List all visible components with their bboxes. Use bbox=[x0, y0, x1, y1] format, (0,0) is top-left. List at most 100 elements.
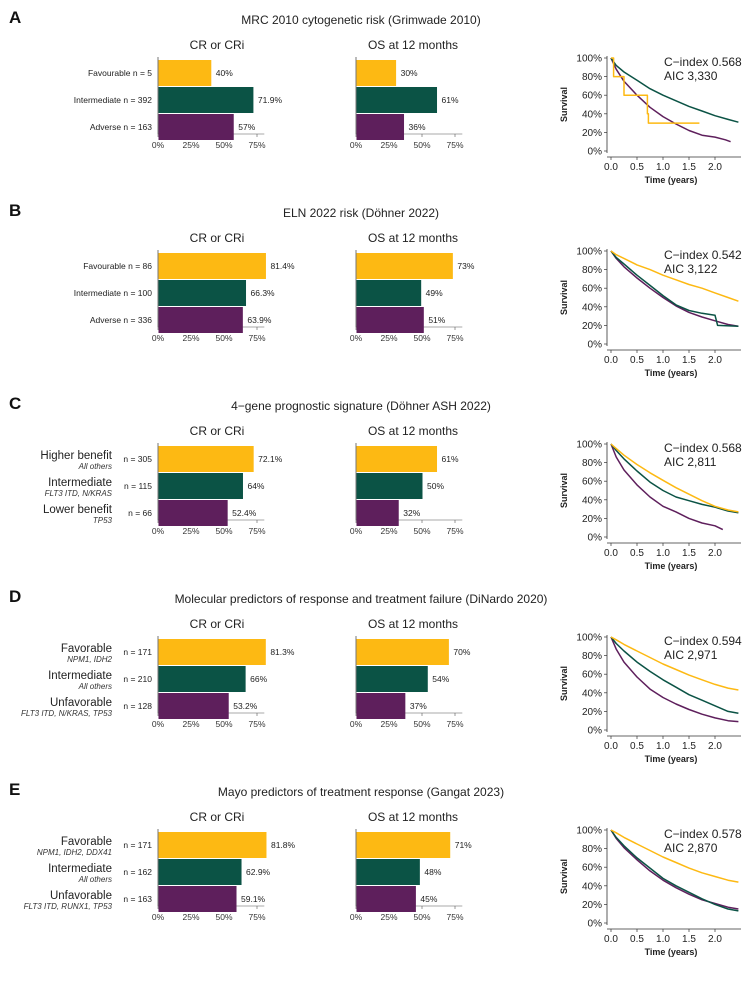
os-bar bbox=[356, 473, 423, 499]
os-x-tick-label: 75% bbox=[446, 140, 463, 150]
group-name: Unfavorable bbox=[50, 697, 112, 709]
km-y-label: Survival bbox=[559, 859, 569, 894]
km-y-tick-label: 40% bbox=[582, 109, 602, 120]
group-genes: All others bbox=[78, 682, 112, 691]
os-x-tick-label: 75% bbox=[446, 912, 463, 922]
cr-bar-value: 64% bbox=[247, 481, 264, 491]
km-y-tick-label: 0% bbox=[588, 340, 603, 351]
cr-bar-value: 81.8% bbox=[271, 840, 296, 850]
cr-bar bbox=[158, 832, 267, 858]
os-x-tick-label: 25% bbox=[380, 140, 397, 150]
cr-x-tick-label: 0% bbox=[152, 333, 165, 343]
group-label: Favourable n = 86 bbox=[83, 261, 152, 271]
group-label: Intermediate n = 392 bbox=[74, 95, 152, 105]
km-y-tick-label: 40% bbox=[582, 495, 602, 506]
km-aic: AIC 2,811 bbox=[664, 455, 717, 469]
group-n: n = 115 bbox=[124, 481, 152, 491]
os-x-tick-label: 25% bbox=[380, 719, 397, 729]
cr-x-tick-label: 25% bbox=[182, 912, 199, 922]
os-bar bbox=[356, 280, 422, 306]
panel-letter: B bbox=[9, 201, 21, 220]
cr-bar bbox=[158, 87, 254, 113]
cr-bar-value: 81.3% bbox=[270, 647, 295, 657]
km-curve-intermediate bbox=[610, 829, 739, 912]
km-curve-favourable bbox=[610, 829, 739, 883]
km-x-tick-label: 1.5 bbox=[682, 934, 696, 945]
cr-bar bbox=[158, 693, 229, 719]
km-x-label: Time (years) bbox=[645, 175, 698, 185]
cr-bar-value: 66% bbox=[250, 674, 267, 684]
os-bar-value: 73% bbox=[457, 261, 474, 271]
os-bar bbox=[356, 307, 424, 333]
panel-title: Molecular predictors of response and tre… bbox=[175, 592, 548, 606]
os-x-tick-label: 50% bbox=[413, 140, 430, 150]
km-aic: AIC 3,122 bbox=[664, 262, 718, 276]
cr-bar bbox=[158, 500, 228, 526]
km-x-tick-label: 0.0 bbox=[604, 548, 618, 559]
group-name: Unfavorable bbox=[50, 890, 112, 902]
group-n: n = 163 bbox=[123, 894, 152, 904]
cr-bar bbox=[158, 473, 243, 499]
km-y-tick-label: 0% bbox=[588, 147, 603, 158]
os-bar bbox=[356, 639, 449, 665]
group-name: Lower benefit bbox=[43, 504, 113, 516]
km-x-tick-label: 1.0 bbox=[656, 355, 670, 366]
km-y-tick-label: 100% bbox=[576, 633, 602, 644]
cr-title: CR or CRi bbox=[190, 810, 245, 824]
group-genes: TP53 bbox=[93, 516, 113, 525]
km-x-tick-label: 1.0 bbox=[656, 934, 670, 945]
km-curve-favourable bbox=[610, 250, 739, 302]
km-cindex: C−index 0.542 bbox=[664, 248, 742, 262]
km-curve-adverse bbox=[610, 829, 739, 910]
km-y-tick-label: 40% bbox=[582, 881, 602, 892]
cr-x-tick-label: 75% bbox=[248, 140, 265, 150]
km-x-tick-label: 0.5 bbox=[630, 162, 644, 173]
cr-title: CR or CRi bbox=[190, 617, 245, 631]
cr-bar-value: 66.3% bbox=[251, 288, 276, 298]
km-x-tick-label: 1.0 bbox=[656, 741, 670, 752]
km-curve-intermediate bbox=[610, 57, 739, 123]
group-name: Intermediate bbox=[48, 863, 112, 875]
group-name: Higher benefit bbox=[40, 450, 112, 462]
os-title: OS at 12 months bbox=[368, 424, 458, 438]
group-n: n = 162 bbox=[123, 867, 152, 877]
cr-bar-value: 72.1% bbox=[258, 454, 283, 464]
group-n: n = 171 bbox=[123, 647, 152, 657]
os-x-tick-label: 50% bbox=[413, 719, 430, 729]
os-bar bbox=[356, 114, 405, 140]
os-x-tick-label: 0% bbox=[350, 719, 363, 729]
km-x-label: Time (years) bbox=[645, 561, 698, 571]
group-genes: NPM1, IDH2 bbox=[67, 655, 112, 664]
km-x-tick-label: 1.0 bbox=[656, 162, 670, 173]
km-aic: AIC 3,330 bbox=[664, 69, 718, 83]
cr-bar bbox=[158, 886, 237, 912]
os-bar-value: 30% bbox=[401, 68, 418, 78]
km-x-label: Time (years) bbox=[645, 754, 698, 764]
km-x-tick-label: 1.5 bbox=[682, 355, 696, 366]
os-x-tick-label: 25% bbox=[380, 526, 397, 536]
km-y-tick-label: 20% bbox=[582, 321, 602, 332]
cr-bar-value: 71.9% bbox=[258, 95, 283, 105]
cr-bar-value: 40% bbox=[216, 68, 233, 78]
cr-x-tick-label: 25% bbox=[182, 526, 199, 536]
km-y-tick-label: 60% bbox=[582, 477, 602, 488]
os-x-tick-label: 0% bbox=[350, 912, 363, 922]
cr-bar-value: 57% bbox=[238, 122, 255, 132]
km-x-tick-label: 1.0 bbox=[656, 548, 670, 559]
km-y-tick-label: 100% bbox=[576, 440, 602, 451]
group-n: n = 66 bbox=[128, 508, 152, 518]
km-x-tick-label: 2.0 bbox=[708, 741, 722, 752]
group-genes: FLT3 ITD, RUNX1, TP53 bbox=[24, 902, 113, 911]
km-aic: AIC 2,971 bbox=[664, 648, 718, 662]
km-y-tick-label: 80% bbox=[582, 265, 602, 276]
panel-C: C 4−gene prognostic signature (Döhner ASH… bbox=[9, 394, 742, 571]
km-x-tick-label: 1.5 bbox=[682, 162, 696, 173]
km-x-tick-label: 0.0 bbox=[604, 934, 618, 945]
km-x-tick-label: 0.5 bbox=[630, 355, 644, 366]
panel-letter: A bbox=[9, 8, 21, 27]
group-label: Adverse n = 336 bbox=[90, 315, 152, 325]
km-y-tick-label: 80% bbox=[582, 72, 602, 83]
cr-title: CR or CRi bbox=[190, 424, 245, 438]
cr-x-tick-label: 25% bbox=[182, 333, 199, 343]
